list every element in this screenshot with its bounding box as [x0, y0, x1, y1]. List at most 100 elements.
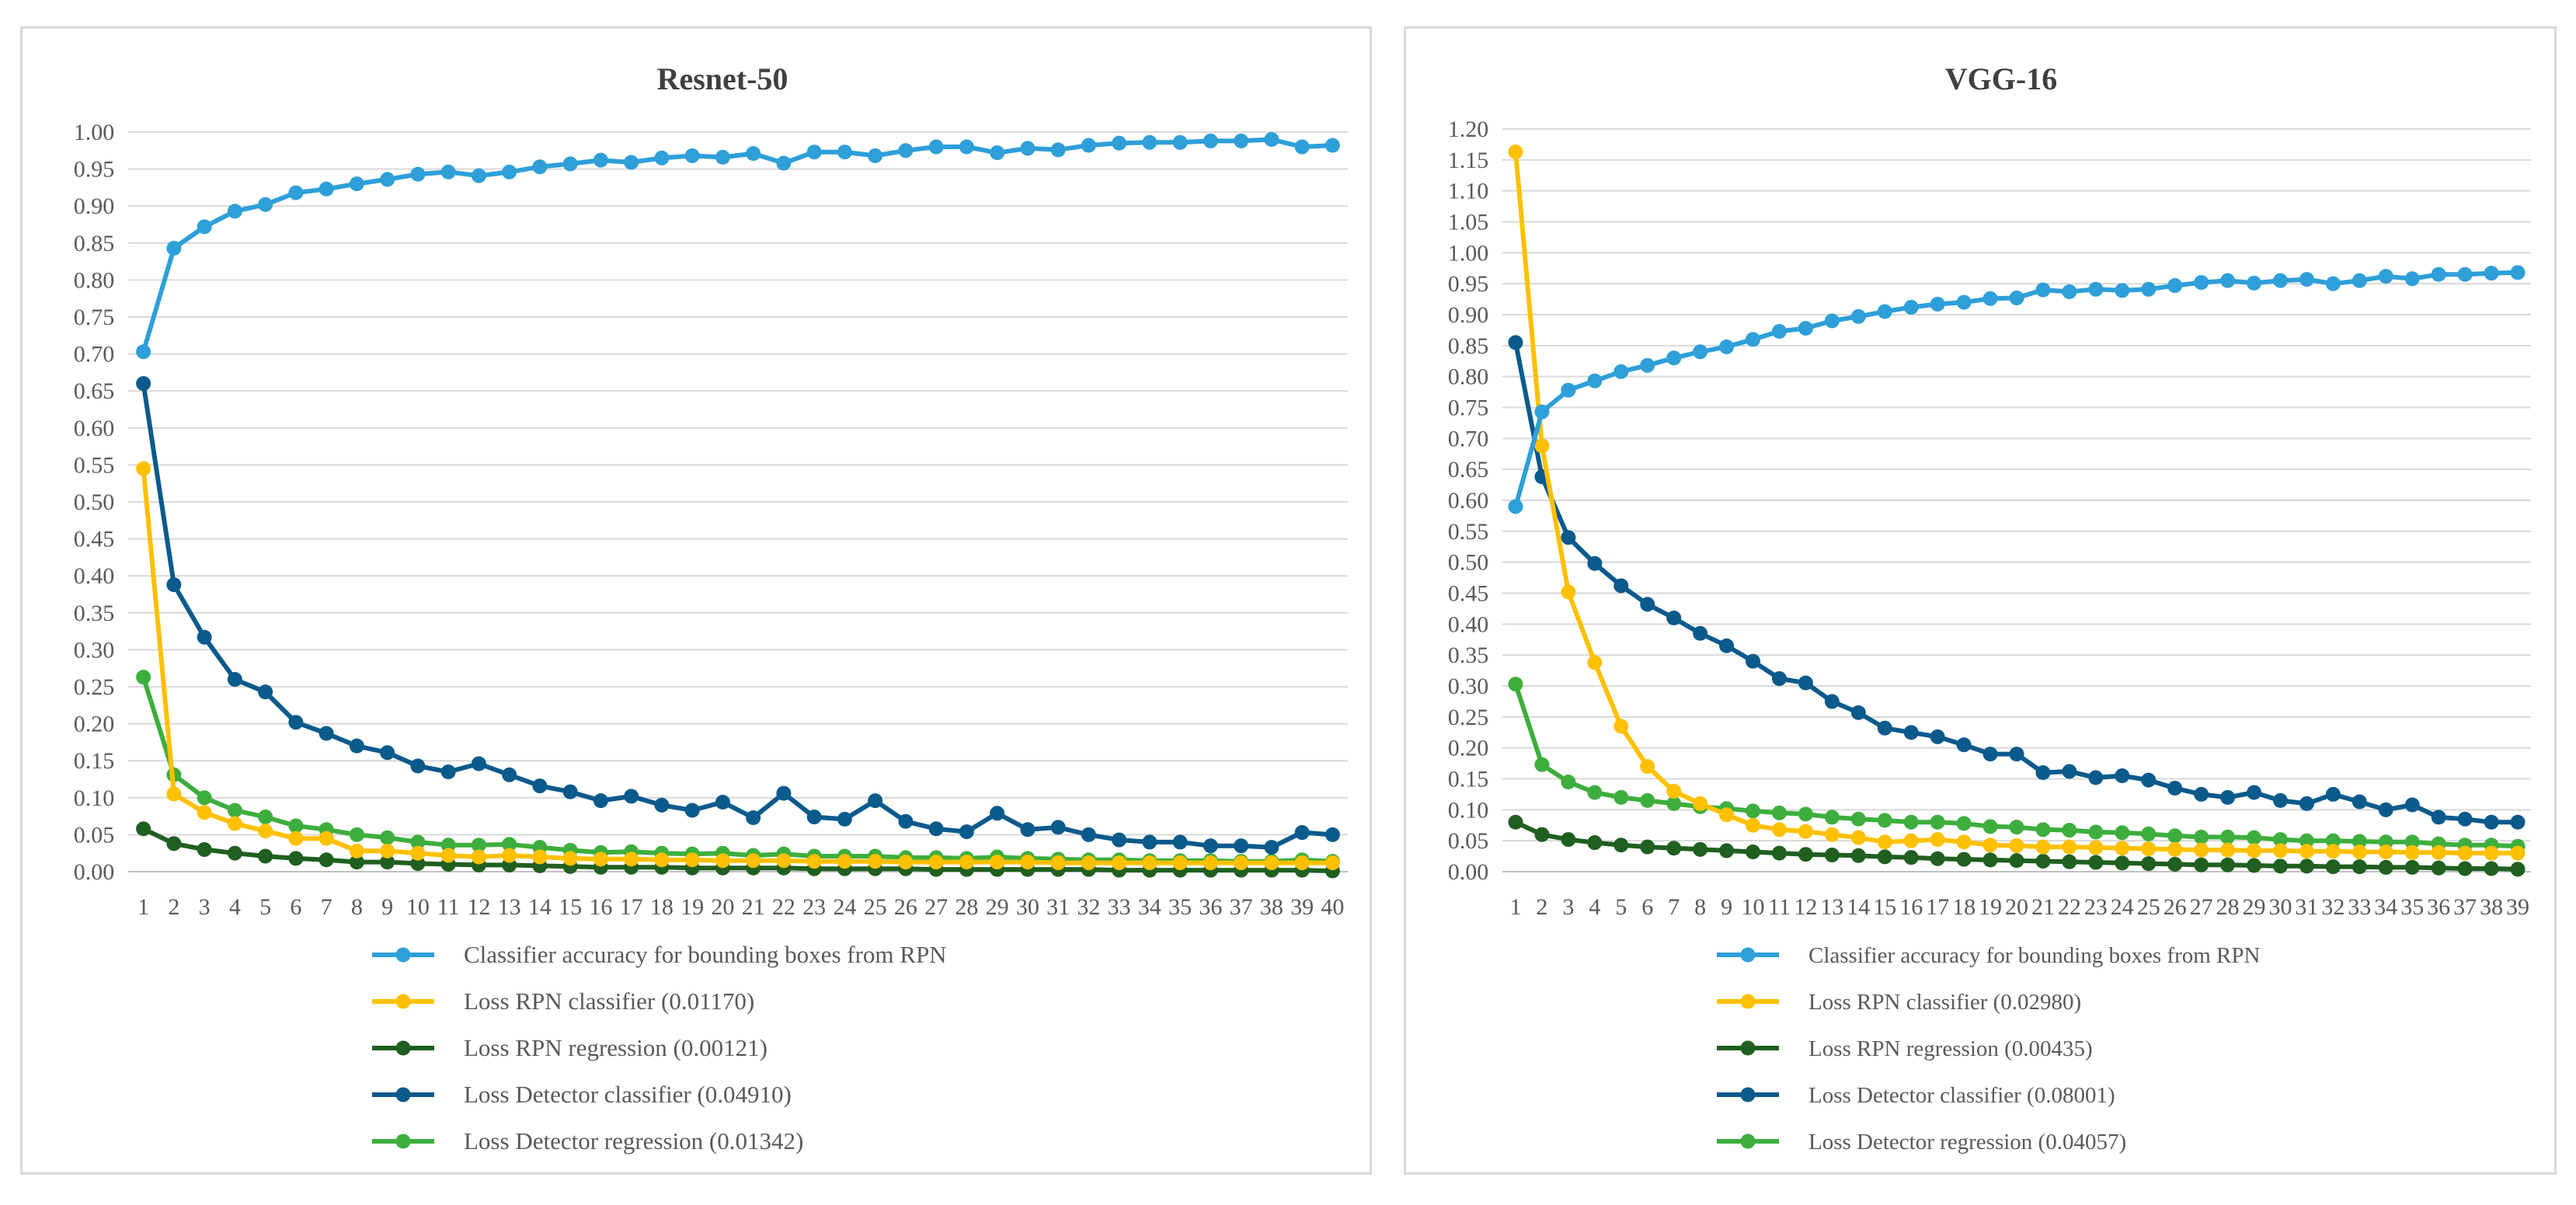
- data-point: [1587, 373, 1603, 388]
- data-point: [1798, 824, 1813, 839]
- x-tick-label: 34: [2374, 894, 2397, 920]
- y-tick-label: 1.20: [1448, 117, 1489, 142]
- data-point: [1234, 855, 1249, 871]
- y-tick-label: 0.20: [1448, 736, 1489, 761]
- data-point: [471, 838, 486, 853]
- data-point: [1956, 737, 1972, 753]
- data-point: [1771, 324, 1787, 340]
- data-point: [1719, 843, 1735, 858]
- y-tick-label: 0.10: [1448, 797, 1489, 823]
- data-point: [532, 849, 548, 865]
- data-point: [1081, 855, 1096, 871]
- legend-swatch-marker: [1740, 1087, 1756, 1102]
- data-point: [1081, 827, 1096, 842]
- legend-swatch-marker: [395, 1040, 411, 1056]
- data-point: [593, 793, 608, 809]
- x-tick-label: 13: [498, 894, 521, 920]
- data-point: [898, 813, 914, 829]
- legend-swatch-marker: [395, 947, 411, 963]
- x-tick-label: 38: [2480, 894, 2503, 920]
- data-point: [1534, 757, 1550, 772]
- data-point: [1930, 832, 1945, 848]
- data-point: [684, 803, 700, 818]
- x-tick-label: 21: [742, 894, 765, 920]
- x-tick-label: 3: [199, 894, 211, 920]
- data-point: [1234, 133, 1249, 148]
- data-point: [1982, 747, 1998, 762]
- data-point: [1824, 827, 1840, 842]
- y-tick-label: 1.00: [74, 120, 115, 145]
- data-point: [2378, 859, 2393, 875]
- data-point: [776, 785, 792, 801]
- data-point: [1264, 840, 1279, 855]
- x-tick-label: 38: [1260, 894, 1283, 920]
- data-point: [1693, 796, 1708, 811]
- data-point: [928, 139, 944, 155]
- data-point: [1824, 313, 1840, 329]
- data-point: [410, 845, 426, 861]
- legend-swatch-marker: [1740, 1134, 1756, 1149]
- data-point: [1746, 845, 1761, 860]
- data-point: [2088, 770, 2104, 785]
- legend-swatch-marker: [395, 1087, 411, 1102]
- data-point: [684, 852, 700, 868]
- y-tick-label: 0.65: [1448, 457, 1489, 482]
- data-point: [2299, 858, 2314, 874]
- x-tick-label: 15: [1873, 894, 1896, 920]
- data-point: [502, 164, 517, 179]
- y-tick-label: 0.45: [1448, 581, 1489, 607]
- y-tick-label: 0.80: [1448, 364, 1489, 390]
- x-tick-label: 33: [2348, 894, 2371, 920]
- data-point: [2404, 834, 2420, 850]
- data-point: [715, 795, 730, 810]
- data-point: [837, 811, 852, 827]
- x-tick-label: 39: [1290, 894, 1314, 920]
- data-point: [2141, 772, 2157, 788]
- data-point: [1112, 855, 1127, 871]
- data-point: [2247, 275, 2262, 291]
- legend-entry: Loss RPN regression (0.00121): [464, 1034, 768, 1061]
- x-tick-label: 36: [2427, 894, 2450, 920]
- y-tick-label: 1.10: [1448, 179, 1489, 204]
- x-tick-label: 39: [2506, 894, 2529, 920]
- data-point: [868, 854, 883, 869]
- data-point: [776, 853, 792, 869]
- data-point: [1508, 335, 1523, 350]
- x-tick-label: 7: [321, 894, 332, 920]
- legend-entry: Loss RPN classifier (0.01170): [464, 987, 754, 1015]
- data-point: [2325, 786, 2341, 802]
- data-point: [319, 831, 334, 846]
- x-tick-label: 18: [1952, 894, 1976, 920]
- y-tick-label: 0.90: [1448, 302, 1489, 328]
- data-point: [2325, 859, 2341, 875]
- data-point: [197, 805, 212, 820]
- x-tick-label: 26: [894, 894, 917, 920]
- data-point: [2247, 858, 2262, 873]
- y-tick-label: 0.75: [74, 305, 115, 330]
- y-tick-label: 0.05: [1448, 828, 1489, 854]
- data-point: [2272, 858, 2288, 874]
- x-tick-label: 16: [1899, 894, 1923, 920]
- data-point: [1956, 834, 1972, 850]
- y-tick-label: 0.10: [74, 785, 115, 811]
- data-point: [2247, 843, 2262, 858]
- data-point: [1508, 677, 1523, 692]
- data-point: [2378, 802, 2393, 817]
- data-point: [2088, 840, 2104, 855]
- data-point: [2272, 273, 2288, 288]
- data-point: [1982, 819, 1998, 834]
- data-point: [227, 803, 242, 818]
- data-point: [2035, 765, 2051, 781]
- x-tick-label: 10: [406, 894, 430, 920]
- data-point: [959, 855, 974, 870]
- data-point: [1561, 774, 1576, 789]
- legend-swatch-marker: [1740, 994, 1756, 1009]
- y-tick-label: 0.70: [74, 342, 115, 367]
- x-tick-label: 31: [1046, 894, 1070, 920]
- x-tick-label: 26: [2163, 894, 2187, 920]
- data-point: [2272, 843, 2288, 858]
- data-point: [1050, 142, 1066, 158]
- x-tick-label: 34: [1138, 894, 1161, 920]
- data-point: [2167, 780, 2183, 796]
- y-tick-label: 0.45: [74, 527, 115, 552]
